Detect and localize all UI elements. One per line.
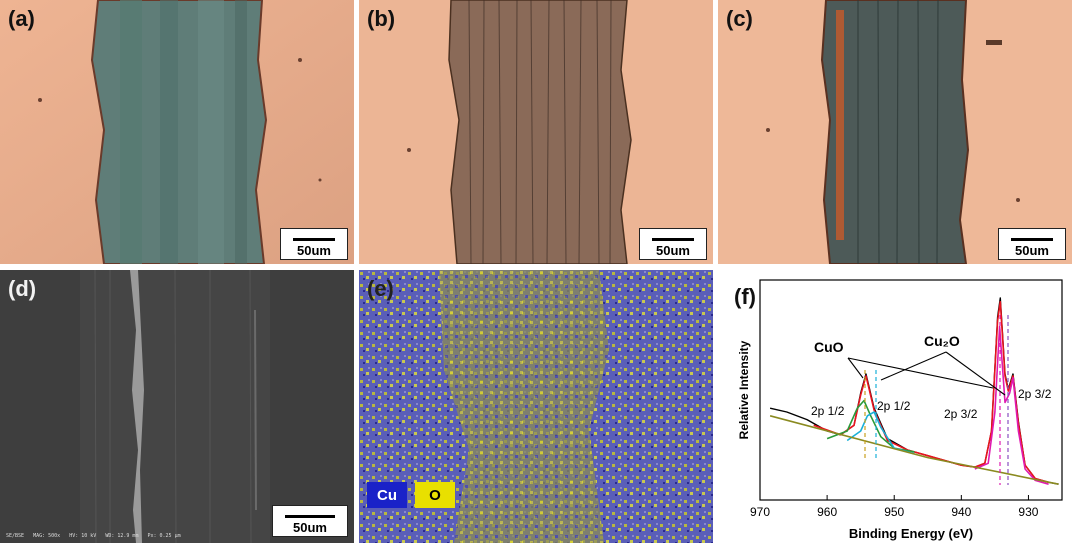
- micrograph-panel-b: (b) 50um: [359, 0, 713, 264]
- x-tick-label: 950: [884, 505, 904, 519]
- panel-label-b: (b): [367, 6, 396, 31]
- panel-label-c: (c): [726, 6, 753, 31]
- scale-bar-d: 50um: [272, 505, 348, 537]
- label-2p32-right: 2p 3/2: [1018, 387, 1052, 401]
- y-axis-label: Relative Intensity: [737, 340, 751, 439]
- label-2p12-left: 2p 1/2: [811, 404, 845, 418]
- optical-micrograph-c: [718, 0, 1072, 264]
- scale-bar-b: 50um: [639, 228, 707, 260]
- scale-bar-line: [652, 238, 694, 241]
- sem-panel-d: (d) 50um SE/BSE MAG: 500x HV: 10 kV WD: …: [0, 270, 354, 543]
- peak-marker-lines: [864, 315, 1009, 485]
- annotation-arrows: [847, 351, 1006, 396]
- scale-bar-line: [285, 515, 335, 518]
- scale-bar-text: 50um: [293, 520, 327, 535]
- sem-image-d: [0, 270, 354, 543]
- optical-micrograph-a: [0, 0, 354, 264]
- series-line-2: [826, 399, 915, 453]
- x-tick-label: 940: [951, 505, 971, 519]
- scale-bar-a: 50um: [280, 228, 348, 260]
- legend-cu-text: Cu: [377, 486, 397, 504]
- micrograph-panel-a: (a) 50um: [0, 0, 354, 264]
- x-tick-label: 970: [750, 505, 770, 519]
- plot-frame: [759, 279, 1063, 501]
- series-line-4: [974, 325, 1049, 485]
- label-cu2o: Cu₂O: [924, 333, 960, 349]
- panel-label-f: (f): [734, 284, 756, 309]
- scale-bar-line: [293, 238, 335, 241]
- legend-o-text: O: [429, 486, 441, 504]
- eds-elemental-map: [359, 270, 713, 543]
- label-cuo: CuO: [814, 339, 844, 355]
- panel-label-e: (e): [367, 276, 394, 301]
- xps-spectrum: 970 960 950 940 930 CuO Cu₂O 2p 1/2 2p 1/2 2…: [737, 279, 1063, 541]
- x-tick-label: 960: [817, 505, 837, 519]
- panel-label-d: (d): [8, 276, 37, 301]
- legend-cu: Cu: [367, 482, 407, 508]
- panel-label-a: (a): [8, 6, 35, 31]
- optical-micrograph-b: [359, 0, 713, 264]
- label-2p32-left: 2p 3/2: [944, 407, 978, 421]
- sem-info-footer: SE/BSE MAG: 500x HV: 10 kV WD: 12.9 mm P…: [6, 533, 181, 539]
- micrograph-panel-c: (c) 50um: [718, 0, 1072, 264]
- xps-chart-panel-f: 970 960 950 940 930 CuO Cu₂O 2p 1/2 2p 1/2 2…: [718, 270, 1072, 543]
- scale-bar-line: [1011, 238, 1053, 241]
- spectrum-series: [769, 297, 1059, 485]
- scale-bar-c: 50um: [998, 228, 1066, 260]
- scale-bar-text: 50um: [1015, 243, 1049, 258]
- x-tick-label: 930: [1018, 505, 1038, 519]
- eds-map-panel-e: (e) Cu O: [359, 270, 713, 543]
- scale-bar-text: 50um: [656, 243, 690, 258]
- label-2p12-right: 2p 1/2: [877, 399, 911, 413]
- scale-bar-text: 50um: [297, 243, 331, 258]
- x-axis-ticks: 970 960 950 940 930: [750, 495, 1039, 519]
- legend-o: O: [415, 482, 455, 508]
- x-axis-label: Binding Energy (eV): [849, 526, 973, 541]
- series-line-5: [769, 415, 1059, 485]
